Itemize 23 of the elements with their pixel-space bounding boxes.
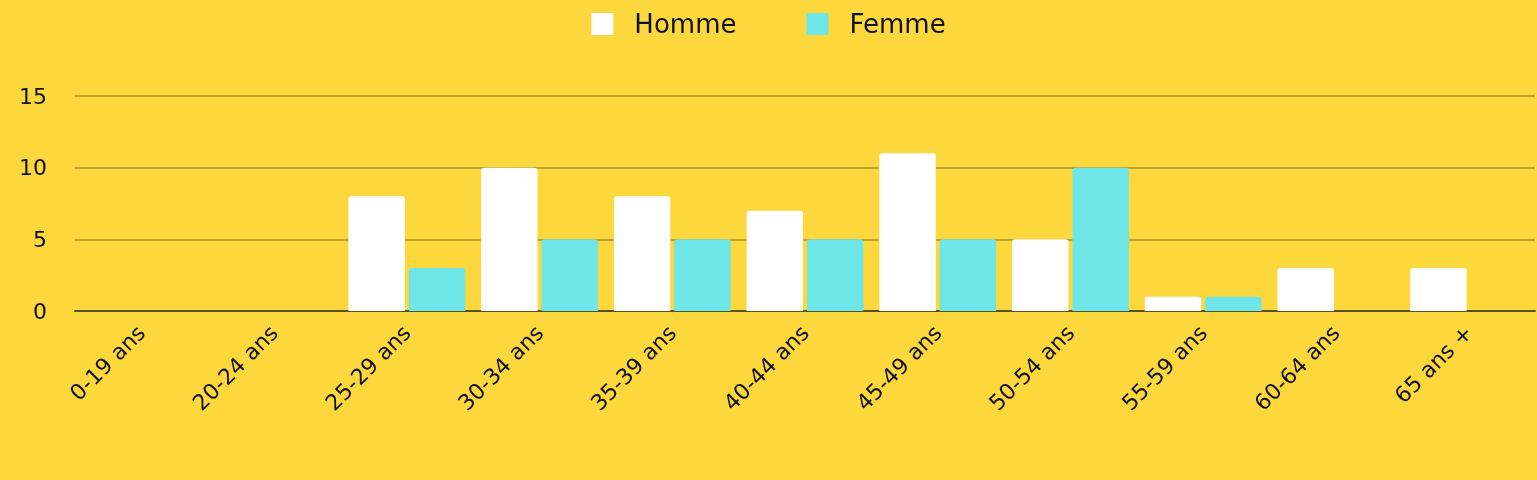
legend-label: Homme bbox=[634, 9, 737, 39]
bar bbox=[408, 268, 466, 311]
legend-label: Femme bbox=[849, 9, 946, 39]
bar bbox=[879, 153, 936, 311]
y-tick-label: 5 bbox=[33, 226, 47, 252]
bar bbox=[1072, 167, 1129, 311]
bar bbox=[674, 239, 731, 311]
bar bbox=[1205, 296, 1262, 311]
bar bbox=[746, 210, 804, 311]
bar bbox=[1410, 268, 1467, 311]
y-tick-label: 0 bbox=[33, 298, 47, 324]
bar bbox=[481, 167, 538, 311]
bar bbox=[1012, 239, 1069, 311]
bar bbox=[1277, 268, 1334, 311]
bar bbox=[1144, 296, 1202, 311]
bar bbox=[348, 196, 405, 311]
bar bbox=[806, 239, 864, 311]
bar bbox=[541, 239, 598, 311]
bar bbox=[939, 239, 997, 311]
y-tick-label: 10 bbox=[19, 155, 47, 181]
y-tick-label: 15 bbox=[19, 83, 47, 109]
bar bbox=[613, 196, 671, 311]
x-tick-label: 65 ans + bbox=[1389, 320, 1478, 409]
